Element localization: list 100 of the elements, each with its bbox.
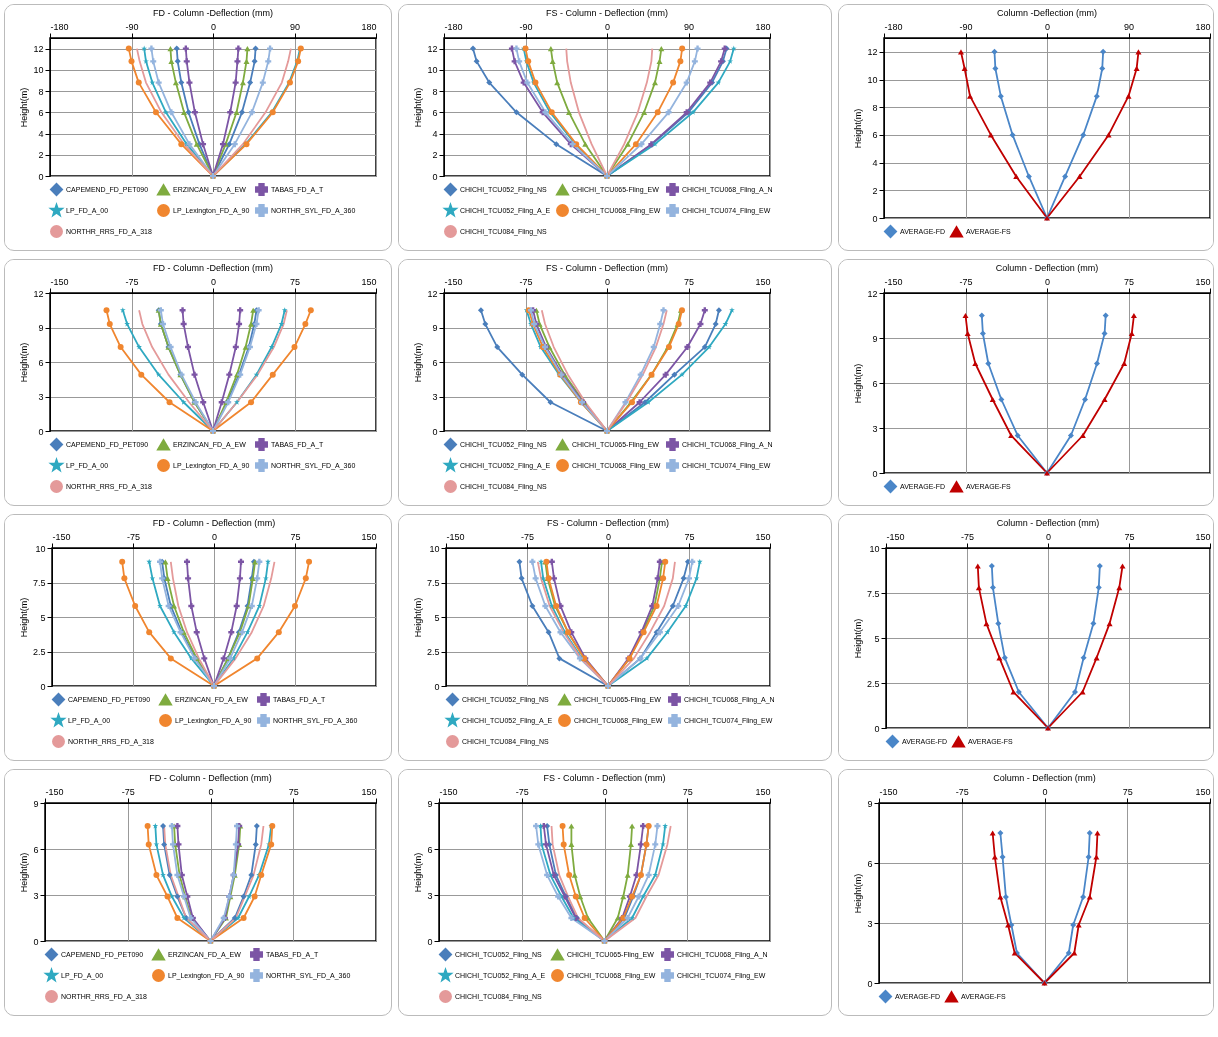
y-tick-label: 3	[33, 890, 39, 901]
x-tick-label: -180	[444, 21, 463, 32]
y-tick-label: 3	[872, 423, 878, 434]
x-tick-label: 150	[361, 786, 377, 797]
x-tick-label: 0	[210, 276, 217, 287]
y-tick-label: 5	[434, 612, 440, 623]
x-tick-label: 0	[210, 21, 217, 32]
y-tick-label: 8	[38, 86, 44, 97]
x-tick-label: 0	[604, 21, 611, 32]
x-tick-label: 75	[683, 276, 695, 287]
x-tick-label: -75	[955, 786, 969, 797]
y-tick-label: 10	[867, 75, 878, 86]
x-tick-label: 150	[361, 276, 377, 287]
chart-title: FS - Column - Deflection (mm)	[546, 518, 670, 528]
y-tick-label: 7.5	[866, 588, 880, 599]
y-tick-label: 0	[867, 978, 873, 989]
x-tick-label: 150	[1195, 276, 1211, 287]
y-axis-title: Height(m)	[413, 87, 424, 128]
y-axis-title: Height(m)	[19, 852, 30, 893]
y-tick-label: 12	[427, 288, 438, 299]
y-tick-label: 2	[872, 185, 878, 196]
x-tick-label: 150	[1195, 531, 1211, 542]
y-tick-label: 6	[432, 107, 438, 118]
x-tick-label: 0	[604, 276, 611, 287]
x-tick-label: -75	[126, 531, 141, 542]
x-tick-label: -180	[50, 21, 69, 32]
x-tick-label: 90	[683, 21, 695, 32]
x-tick-label: -180	[884, 21, 903, 32]
x-tick-label: -75	[125, 276, 139, 287]
y-tick-label: 6	[38, 357, 44, 368]
x-tick-label: 90	[289, 21, 301, 32]
x-tick-label: -75	[519, 276, 533, 287]
y-tick-label: 9	[867, 798, 873, 809]
x-tick-label: 75	[290, 531, 301, 542]
x-tick-label: 180	[1195, 21, 1211, 32]
x-tick-label: -90	[959, 21, 973, 32]
x-tick-label: 0	[1044, 276, 1051, 287]
y-tick-label: 5	[874, 633, 880, 644]
y-tick-label: 3	[427, 890, 433, 901]
x-tick-label: 150	[1195, 786, 1211, 797]
y-axis-title: Height(m)	[853, 108, 864, 149]
x-tick-label: 75	[1122, 786, 1133, 797]
x-tick-label: -75	[959, 276, 973, 287]
x-tick-label: -90	[125, 21, 139, 32]
y-axis-title: Height(m)	[413, 852, 424, 893]
chart-title: FS - Column - Deflection (mm)	[545, 8, 669, 18]
y-tick-label: 9	[432, 323, 438, 333]
y-tick-label: 6	[872, 378, 878, 389]
x-tick-label: 90	[1123, 21, 1135, 32]
chart-title: FS - Column - Deflection (mm)	[545, 263, 669, 273]
y-tick-label: 12	[33, 44, 44, 55]
chart-title: FD - Column -Deflection (mm)	[152, 263, 274, 273]
y-tick-label: 9	[38, 323, 44, 333]
x-tick-label: 75	[289, 276, 301, 287]
y-tick-label: 2.5	[426, 647, 440, 657]
y-tick-label: 0	[432, 426, 438, 437]
x-tick-label: -75	[121, 786, 135, 797]
x-tick-label: 75	[684, 531, 695, 542]
y-tick-label: 8	[432, 86, 438, 97]
y-tick-label: 7.5	[32, 578, 46, 588]
x-tick-label: -150	[879, 786, 898, 797]
x-tick-label: -150	[884, 276, 903, 287]
x-tick-label: -150	[52, 531, 71, 542]
y-axis-title: Height(m)	[19, 342, 30, 383]
x-tick-label: 75	[1123, 276, 1135, 287]
y-tick-label: 0	[40, 681, 46, 692]
x-tick-label: 150	[755, 531, 771, 542]
y-tick-label: 6	[867, 858, 873, 869]
y-tick-label: 6	[33, 844, 39, 855]
y-tick-label: 0	[432, 171, 438, 182]
x-tick-label: 75	[1124, 531, 1135, 542]
y-tick-label: 12	[33, 288, 44, 299]
x-tick-label: -75	[520, 531, 535, 542]
y-tick-label: 3	[38, 392, 44, 402]
y-tick-label: 2.5	[32, 647, 46, 657]
y-tick-label: 9	[427, 798, 433, 809]
chart-title: FD - Column -Deflection (mm)	[152, 8, 274, 18]
y-tick-label: 6	[38, 107, 44, 118]
y-axis-title: Height(m)	[853, 873, 864, 914]
x-tick-label: 0	[605, 531, 612, 542]
chart-title: Column - Deflection (mm)	[995, 263, 1099, 273]
x-tick-label: 180	[755, 21, 771, 32]
x-tick-label: 180	[361, 21, 377, 32]
x-tick-label: -150	[50, 276, 69, 287]
y-tick-label: 4	[432, 129, 438, 140]
y-tick-label: 8	[872, 102, 878, 113]
y-axis-title: Height(m)	[412, 597, 423, 638]
y-tick-label: 10	[33, 65, 44, 76]
y-axis-title: Height(m)	[19, 87, 30, 128]
x-tick-label: -75	[960, 531, 975, 542]
x-tick-label: 0	[1045, 531, 1052, 542]
x-tick-label: -150	[45, 786, 64, 797]
y-tick-label: 10	[35, 543, 46, 554]
chart-title: Column - Deflection (mm)	[993, 773, 1096, 783]
y-tick-label: 12	[867, 288, 878, 299]
y-tick-label: 10	[429, 543, 440, 554]
x-tick-label: 0	[211, 531, 218, 542]
y-tick-label: 9	[33, 798, 39, 809]
x-tick-label: 75	[682, 786, 693, 797]
y-tick-label: 12	[867, 47, 878, 58]
